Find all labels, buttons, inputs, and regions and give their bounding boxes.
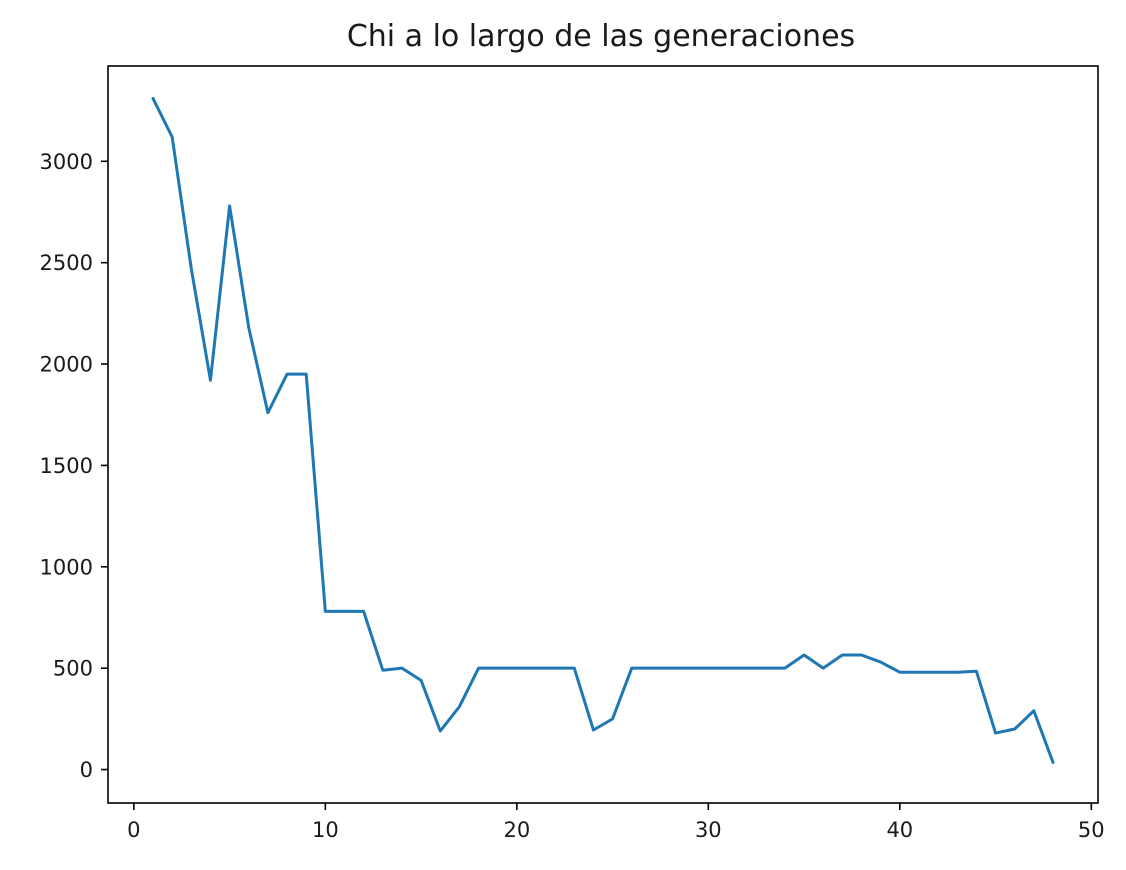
series-line-1 <box>151 96 1055 764</box>
y-tick-label: 500 <box>53 657 93 681</box>
x-tick-label: 40 <box>886 818 913 842</box>
plot-frame <box>107 65 1099 804</box>
y-tick-label: 1500 <box>40 454 93 478</box>
y-tick-label: 0 <box>80 758 93 782</box>
x-axis: 0 10 20 30 40 50 <box>127 803 1105 842</box>
x-tick-label: 30 <box>695 818 722 842</box>
chart-title: Chi a lo largo de las generaciones <box>347 19 855 54</box>
x-tick-label: 50 <box>1078 818 1105 842</box>
y-tick-label: 2000 <box>40 353 93 377</box>
y-axis: 0 500 1000 1500 2000 2500 3000 <box>40 150 108 782</box>
y-tick-label: 3000 <box>40 150 93 174</box>
y-tick-label: 1000 <box>40 555 93 579</box>
x-tick-label: 0 <box>127 818 140 842</box>
x-tick-label: 20 <box>503 818 530 842</box>
y-tick-label: 2500 <box>40 251 93 275</box>
series-layer <box>151 96 1055 764</box>
x-tick-label: 10 <box>312 818 339 842</box>
